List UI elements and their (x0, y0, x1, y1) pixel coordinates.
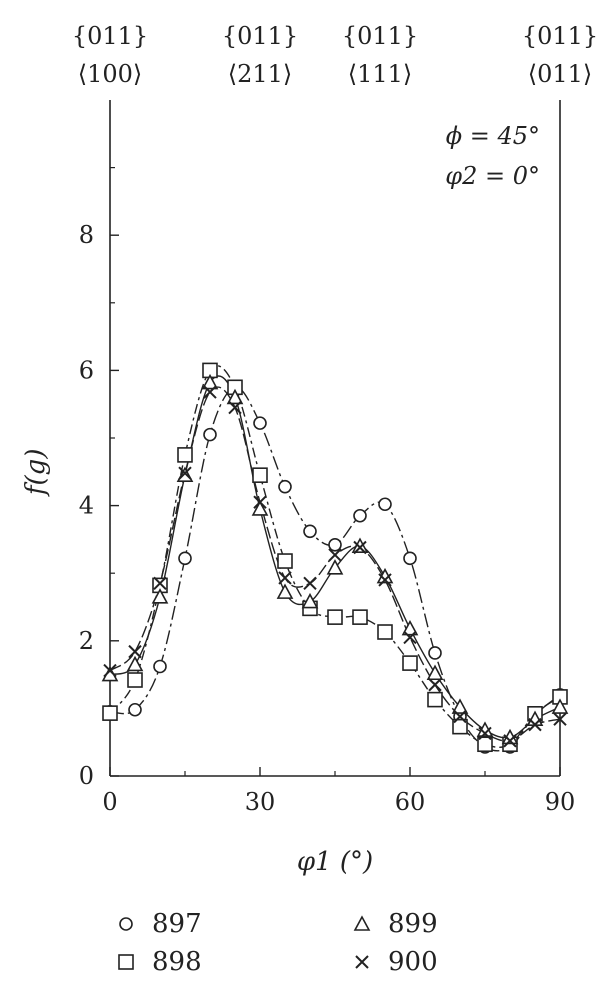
data-point-897 (128, 702, 142, 717)
data-point-899 (351, 537, 369, 553)
data-point-898 (102, 705, 118, 721)
data-point-897 (253, 416, 267, 430)
legend-label-898: 898 (152, 947, 202, 977)
data-point-897 (328, 538, 342, 552)
data-point-900 (153, 576, 167, 591)
y-tick-label: 0 (79, 762, 94, 790)
data-point-897 (403, 551, 417, 566)
legend-label-899: 899 (388, 909, 438, 939)
data-point-898 (452, 718, 468, 735)
data-point-899 (276, 583, 294, 599)
data-point-897 (203, 427, 217, 442)
data-point-899 (226, 388, 244, 405)
legend-marker-897 (119, 917, 133, 931)
data-point-900 (128, 644, 142, 659)
data-point-897 (278, 479, 292, 494)
data-point-900 (103, 663, 117, 678)
data-point-900 (178, 466, 192, 480)
y-tick-label: 2 (79, 627, 94, 655)
data-point-900 (228, 400, 242, 415)
data-point-899 (151, 588, 169, 604)
data-point-900 (378, 573, 392, 587)
data-point-897 (303, 524, 317, 539)
legend-marker-898 (118, 954, 134, 970)
data-point-898 (177, 447, 193, 463)
y-tick-label: 4 (79, 492, 94, 520)
data-point-900 (453, 709, 467, 724)
data-point-899 (551, 698, 569, 714)
data-point-899 (251, 500, 269, 516)
data-point-900 (203, 385, 217, 399)
data-point-898 (352, 609, 368, 625)
data-point-897 (428, 646, 442, 660)
data-point-898 (252, 467, 268, 483)
data-point-899 (451, 698, 469, 714)
data-point-898 (477, 736, 493, 753)
data-point-898 (277, 553, 293, 569)
top-label-direction: ⟨011⟩ (528, 60, 593, 88)
series-line-899 (109, 375, 561, 739)
data-point-897 (378, 497, 392, 512)
top-label-plane: {011} (222, 22, 298, 50)
data-point-897 (178, 551, 192, 566)
data-point-898 (327, 609, 343, 625)
data-point-900 (353, 540, 367, 555)
legend-label-897: 897 (152, 909, 202, 939)
data-point-900 (403, 630, 417, 645)
data-point-900 (553, 712, 567, 726)
y-axis-label: f(g) (21, 449, 51, 498)
legend-label-900: 900 (388, 947, 438, 977)
x-tick-label: 60 (395, 788, 426, 816)
top-label-direction: ⟨211⟩ (228, 60, 293, 88)
x-tick-label: 0 (102, 788, 117, 816)
data-point-899 (201, 373, 219, 390)
data-point-897 (153, 659, 167, 674)
annotation-phi: ϕ = 45° (446, 122, 540, 150)
data-point-900 (478, 726, 492, 741)
y-tick-label: 8 (79, 221, 94, 249)
data-point-900 (428, 678, 442, 692)
data-point-899 (401, 619, 419, 636)
top-label-direction: ⟨111⟩ (348, 60, 413, 88)
data-point-900 (303, 576, 317, 591)
legend-marker-899 (353, 915, 371, 931)
series-line-898 (109, 365, 561, 748)
data-point-900 (528, 717, 542, 732)
data-point-899 (326, 559, 344, 575)
data-point-899 (301, 592, 319, 609)
data-point-898 (377, 624, 393, 640)
y-tick-label: 6 (79, 356, 94, 384)
data-point-898 (127, 672, 143, 688)
data-point-900 (328, 548, 342, 562)
top-label-plane: {011} (342, 22, 418, 50)
x-tick-label: 30 (245, 788, 276, 816)
x-tick-label: 90 (545, 788, 576, 816)
annotation-phi2: φ2 = 0° (445, 162, 540, 190)
top-label-direction: ⟨100⟩ (78, 60, 143, 88)
data-point-898 (427, 691, 443, 708)
top-label-plane: {011} (522, 22, 598, 50)
x-axis-label: φ1 (°) (297, 847, 373, 877)
data-point-899 (426, 664, 444, 681)
data-point-899 (126, 655, 144, 672)
data-point-898 (402, 655, 418, 671)
legend-marker-900 (355, 955, 369, 969)
data-point-900 (253, 495, 267, 509)
top-label-plane: {011} (72, 22, 148, 50)
data-point-900 (278, 571, 292, 585)
data-point-900 (503, 734, 517, 748)
data-point-897 (353, 508, 367, 523)
